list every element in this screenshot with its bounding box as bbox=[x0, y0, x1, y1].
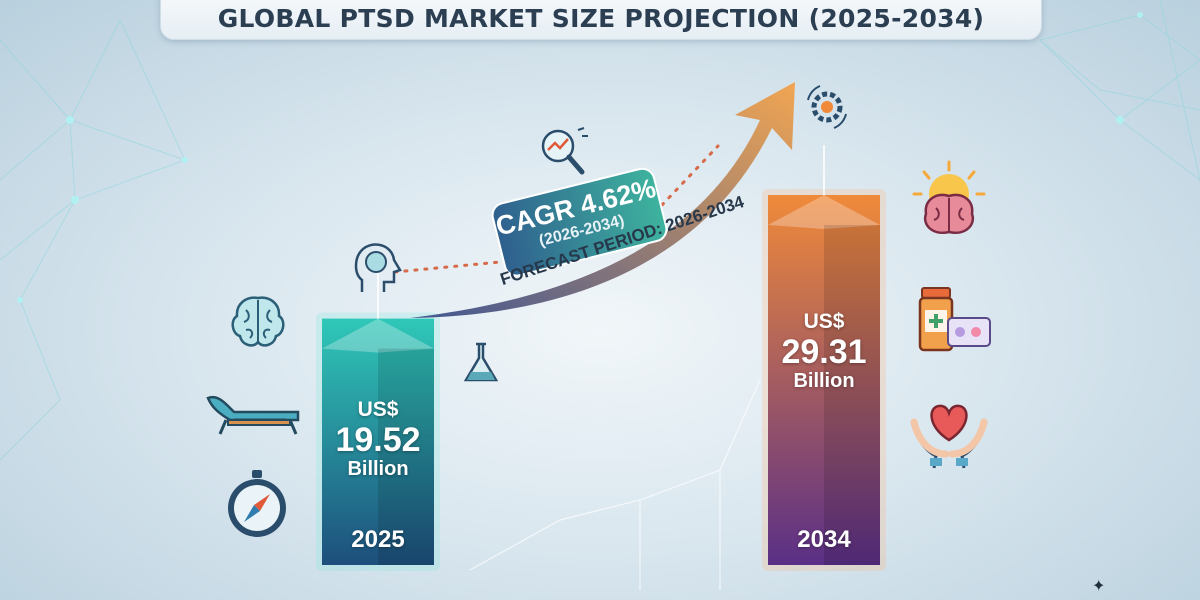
compass-icon bbox=[228, 470, 286, 537]
heart-hands-icon bbox=[910, 404, 988, 469]
title-banner: GLOBAL PTSD MARKET SIZE PROJECTION (2025… bbox=[160, 0, 1042, 40]
sun-brain-icon bbox=[912, 160, 986, 235]
bar-2034-cap bbox=[768, 195, 880, 229]
head-brain-icon bbox=[354, 243, 402, 292]
bar-2025-side bbox=[378, 348, 434, 565]
bar-2034-unit: Billion bbox=[793, 370, 855, 392]
bar-2034-body bbox=[768, 195, 880, 565]
growth-arrow bbox=[410, 82, 795, 318]
bar-2025-value: 19.52 bbox=[335, 421, 421, 459]
bar-2025 bbox=[316, 268, 440, 571]
cagr-callout bbox=[491, 167, 668, 277]
bar-2034-year: 2034 bbox=[797, 526, 851, 553]
medication-icon bbox=[918, 287, 991, 352]
bar-2034-value: 29.31 bbox=[781, 333, 867, 371]
brain-icon bbox=[231, 296, 285, 347]
bar-2034-prefix: US$ bbox=[803, 310, 845, 333]
sparkle-icon: ✦ bbox=[1092, 576, 1106, 595]
bar-2025-prefix: US$ bbox=[357, 398, 399, 421]
bar-2025-body bbox=[322, 318, 434, 565]
gear-icon bbox=[807, 85, 847, 129]
bar-2025-value-label: US$ 19.52 Billion bbox=[322, 398, 434, 481]
chart-title: GLOBAL PTSD MARKET SIZE PROJECTION (2025… bbox=[217, 4, 985, 33]
bar-2034 bbox=[762, 145, 886, 571]
bar-2025-year: 2025 bbox=[351, 526, 405, 553]
corner-decoration: ✦ bbox=[1092, 576, 1105, 595]
bar-2025-cap bbox=[322, 318, 434, 353]
therapy-couch-icon bbox=[206, 395, 300, 435]
dotted-connector bbox=[393, 144, 720, 274]
magnifier-chart-icon bbox=[541, 127, 588, 175]
bar-2034-side bbox=[824, 225, 880, 565]
bar-2034-value-label: US$ 29.31 Billion bbox=[768, 310, 880, 393]
bar-2025-unit: Billion bbox=[347, 458, 409, 480]
lab-flask-icon bbox=[463, 342, 499, 382]
